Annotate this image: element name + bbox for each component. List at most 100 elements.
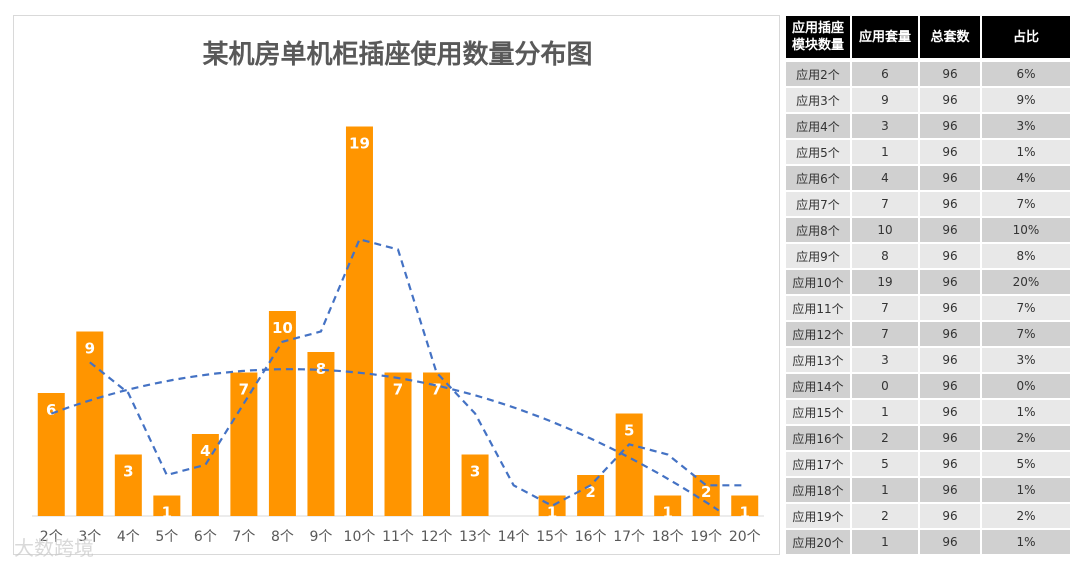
data-label: 4 bbox=[200, 442, 210, 460]
cell-usage: 1 bbox=[852, 478, 920, 504]
cell-ratio: 10% bbox=[982, 218, 1072, 244]
cell-usage: 1 bbox=[852, 530, 920, 556]
data-label: 7 bbox=[431, 381, 441, 399]
cell-usage: 3 bbox=[852, 348, 920, 374]
data-label: 1 bbox=[162, 504, 172, 522]
cell-module-count: 应用13个 bbox=[786, 348, 852, 374]
cell-ratio: 3% bbox=[982, 348, 1072, 374]
cell-usage: 0 bbox=[852, 374, 920, 400]
cell-ratio: 2% bbox=[982, 504, 1072, 530]
x-tick-label: 4个 bbox=[117, 529, 140, 545]
table-row: 应用14个 0 96 0% bbox=[786, 374, 1072, 400]
cell-usage: 1 bbox=[852, 140, 920, 166]
data-label: 3 bbox=[470, 463, 480, 481]
table-row: 应用15个 1 96 1% bbox=[786, 400, 1072, 426]
cell-ratio: 0% bbox=[982, 374, 1072, 400]
bar bbox=[384, 372, 412, 516]
header-ratio: 占比 bbox=[982, 16, 1072, 62]
cell-usage: 2 bbox=[852, 504, 920, 530]
cell-module-count: 应用18个 bbox=[786, 478, 852, 504]
cell-ratio: 1% bbox=[982, 478, 1072, 504]
cell-module-count: 应用16个 bbox=[786, 426, 852, 452]
cell-ratio: 1% bbox=[982, 400, 1072, 426]
cell-module-count: 应用8个 bbox=[786, 218, 852, 244]
table-row: 应用20个 1 96 1% bbox=[786, 530, 1072, 556]
table-row: 应用8个 10 96 10% bbox=[786, 218, 1072, 244]
x-tick-label: 5个 bbox=[155, 529, 178, 545]
cell-module-count: 应用7个 bbox=[786, 192, 852, 218]
table-row: 应用16个 2 96 2% bbox=[786, 426, 1072, 452]
cell-total: 96 bbox=[920, 452, 982, 478]
cell-ratio: 3% bbox=[982, 114, 1072, 140]
cell-usage: 3 bbox=[852, 114, 920, 140]
cell-total: 96 bbox=[920, 322, 982, 348]
cell-usage: 6 bbox=[852, 62, 920, 88]
table-row: 应用3个 9 96 9% bbox=[786, 88, 1072, 114]
x-tick-label: 19个 bbox=[690, 529, 722, 545]
cell-ratio: 1% bbox=[982, 140, 1072, 166]
x-tick-label: 18个 bbox=[652, 529, 684, 545]
cell-module-count: 应用20个 bbox=[786, 530, 852, 556]
data-table: 应用插座模块数量 应用套量 总套数 占比 应用2个 6 96 6% 应用3个 9 96 9% 应… bbox=[786, 16, 1072, 556]
bar bbox=[307, 352, 335, 516]
cell-usage: 9 bbox=[852, 88, 920, 114]
x-tick-label: 2个 bbox=[40, 529, 63, 545]
bar bbox=[37, 393, 65, 516]
bar bbox=[654, 495, 682, 516]
table-row: 应用9个 8 96 8% bbox=[786, 244, 1072, 270]
cell-ratio: 8% bbox=[982, 244, 1072, 270]
data-label: 9 bbox=[85, 340, 95, 358]
cell-usage: 1 bbox=[852, 400, 920, 426]
x-tick-label: 17个 bbox=[613, 529, 645, 545]
cell-module-count: 应用14个 bbox=[786, 374, 852, 400]
bar bbox=[461, 454, 489, 516]
data-label: 2 bbox=[701, 483, 711, 501]
x-tick-label: 14个 bbox=[498, 529, 530, 545]
cell-total: 96 bbox=[920, 140, 982, 166]
bar bbox=[577, 475, 605, 516]
cell-usage: 7 bbox=[852, 192, 920, 218]
bar bbox=[345, 126, 373, 516]
cell-module-count: 应用5个 bbox=[786, 140, 852, 166]
cell-module-count: 应用6个 bbox=[786, 166, 852, 192]
data-label: 1 bbox=[547, 504, 557, 522]
data-label: 6 bbox=[46, 401, 56, 419]
x-tick-label: 10个 bbox=[344, 529, 376, 545]
cell-usage: 2 bbox=[852, 426, 920, 452]
cell-ratio: 4% bbox=[982, 166, 1072, 192]
cell-ratio: 1% bbox=[982, 530, 1072, 556]
cell-usage: 5 bbox=[852, 452, 920, 478]
table-row: 应用18个 1 96 1% bbox=[786, 478, 1072, 504]
header-total: 总套数 bbox=[920, 16, 982, 62]
bar bbox=[731, 495, 759, 516]
bar bbox=[76, 331, 104, 516]
cell-total: 96 bbox=[920, 62, 982, 88]
cell-usage: 7 bbox=[852, 322, 920, 348]
cell-usage: 4 bbox=[852, 166, 920, 192]
x-tick-label: 12个 bbox=[421, 529, 453, 545]
table-header-row: 应用插座模块数量 应用套量 总套数 占比 bbox=[786, 16, 1072, 62]
x-tick-label: 16个 bbox=[575, 529, 607, 545]
data-label: 10 bbox=[272, 319, 293, 337]
table-row: 应用11个 7 96 7% bbox=[786, 296, 1072, 322]
bar bbox=[423, 372, 451, 516]
data-label: 5 bbox=[624, 422, 634, 440]
data-label: 7 bbox=[239, 381, 249, 399]
cell-module-count: 应用10个 bbox=[786, 270, 852, 296]
cell-ratio: 2% bbox=[982, 426, 1072, 452]
table-row: 应用4个 3 96 3% bbox=[786, 114, 1072, 140]
cell-total: 96 bbox=[920, 218, 982, 244]
cell-ratio: 7% bbox=[982, 322, 1072, 348]
data-label: 2 bbox=[585, 483, 595, 501]
x-tick-label: 13个 bbox=[459, 529, 491, 545]
bar bbox=[114, 454, 142, 516]
bar bbox=[538, 495, 566, 516]
data-label: 8 bbox=[316, 360, 326, 378]
bar bbox=[153, 495, 181, 516]
data-label: 7 bbox=[393, 381, 403, 399]
cell-total: 96 bbox=[920, 504, 982, 530]
chart-panel: 某机房单机柜插座使用数量分布图 6 9 3 1 4 7 10 8 19 7 7 3 1 2 5 1 2 1 2个 3个… bbox=[13, 15, 780, 555]
cell-total: 96 bbox=[920, 166, 982, 192]
cell-usage: 19 bbox=[852, 270, 920, 296]
